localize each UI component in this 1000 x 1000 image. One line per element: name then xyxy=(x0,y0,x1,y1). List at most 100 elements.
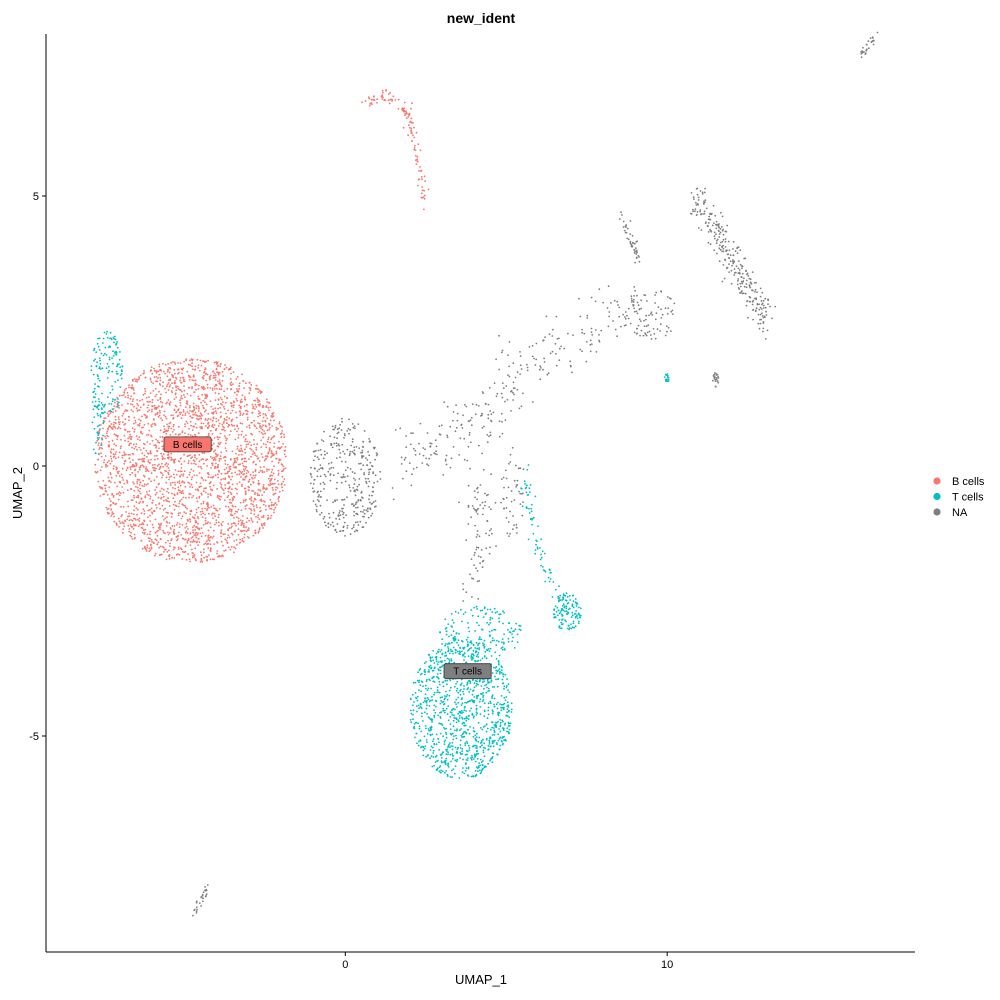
data-point xyxy=(151,410,153,413)
data-point xyxy=(466,688,469,691)
data-point xyxy=(468,630,471,633)
data-point xyxy=(223,456,225,459)
data-point xyxy=(151,501,154,504)
data-point xyxy=(363,473,365,476)
data-point xyxy=(447,705,450,708)
data-point xyxy=(194,368,197,371)
data-point xyxy=(121,394,123,397)
data-point xyxy=(136,482,139,485)
data-point xyxy=(105,437,107,440)
data-point xyxy=(257,479,260,482)
data-point xyxy=(349,489,352,492)
data-point xyxy=(159,528,161,531)
data-point xyxy=(251,411,254,414)
data-point xyxy=(502,673,505,676)
data-point xyxy=(636,294,638,297)
data-point xyxy=(184,412,187,415)
data-point xyxy=(448,689,451,692)
data-point xyxy=(465,539,468,542)
data-point xyxy=(228,434,231,436)
data-point xyxy=(236,399,239,402)
data-point xyxy=(156,440,159,442)
data-point xyxy=(479,698,482,701)
data-point xyxy=(244,468,247,470)
data-point xyxy=(169,401,172,404)
data-point xyxy=(319,513,321,516)
data-point xyxy=(174,469,177,471)
data-point xyxy=(416,699,419,702)
data-point xyxy=(142,393,145,396)
data-point xyxy=(189,410,191,412)
data-point xyxy=(634,289,636,292)
data-point xyxy=(130,535,133,538)
data-point xyxy=(204,542,207,545)
data-point xyxy=(475,655,478,658)
data-point xyxy=(228,467,231,470)
data-point xyxy=(438,691,441,694)
data-point xyxy=(356,506,359,509)
data-point xyxy=(267,406,270,409)
data-point xyxy=(148,409,151,411)
data-point xyxy=(464,611,467,614)
data-point xyxy=(179,547,182,549)
data-point xyxy=(149,549,152,551)
data-point xyxy=(329,474,332,476)
data-point xyxy=(224,549,227,552)
data-point xyxy=(186,542,189,544)
data-point xyxy=(97,438,100,441)
data-point xyxy=(240,398,243,401)
data-point xyxy=(283,436,286,439)
data-point xyxy=(356,521,359,523)
data-point xyxy=(160,472,163,475)
data-point xyxy=(490,728,492,731)
data-point xyxy=(499,730,502,733)
data-point xyxy=(138,517,141,520)
data-point xyxy=(384,99,387,102)
data-point xyxy=(281,475,284,478)
data-point xyxy=(168,478,170,481)
data-point xyxy=(479,713,482,716)
data-point xyxy=(253,452,256,454)
data-point xyxy=(95,441,97,444)
data-point xyxy=(243,405,246,408)
data-point xyxy=(162,381,165,384)
data-point xyxy=(558,626,560,628)
data-point xyxy=(193,433,196,436)
data-point xyxy=(486,717,489,720)
data-point xyxy=(180,463,183,465)
data-point xyxy=(127,500,129,503)
data-point xyxy=(216,496,219,499)
data-point xyxy=(244,500,247,502)
data-point xyxy=(436,673,439,675)
data-point xyxy=(419,422,422,425)
data-point xyxy=(473,564,475,566)
data-point xyxy=(471,756,474,759)
data-point xyxy=(466,757,469,759)
data-point xyxy=(229,508,231,511)
data-point xyxy=(448,635,450,638)
data-point xyxy=(158,525,161,528)
data-point xyxy=(207,496,210,498)
data-point xyxy=(483,639,486,642)
data-point xyxy=(424,693,427,695)
data-point xyxy=(164,363,167,366)
data-point xyxy=(460,753,462,756)
data-point xyxy=(162,474,164,477)
data-point xyxy=(136,508,139,511)
data-point xyxy=(433,742,436,745)
data-point xyxy=(470,424,473,427)
data-point xyxy=(203,371,206,374)
data-point xyxy=(209,558,212,561)
data-point xyxy=(502,622,504,625)
data-point xyxy=(266,470,268,472)
data-point xyxy=(210,476,212,479)
data-point xyxy=(137,458,140,461)
data-point xyxy=(173,557,176,559)
data-point xyxy=(135,519,137,521)
data-point xyxy=(413,723,416,725)
data-point xyxy=(452,738,455,741)
data-point xyxy=(537,525,539,527)
data-point xyxy=(504,673,507,676)
data-point xyxy=(488,743,491,745)
data-point xyxy=(424,448,426,451)
